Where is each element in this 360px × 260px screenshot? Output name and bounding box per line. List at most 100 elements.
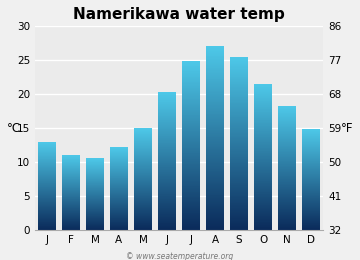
Bar bbox=[206, 192, 224, 193]
Bar bbox=[255, 198, 272, 199]
Bar bbox=[183, 69, 200, 70]
Bar bbox=[206, 216, 224, 217]
Bar bbox=[206, 211, 224, 212]
Bar bbox=[62, 178, 80, 179]
Bar bbox=[183, 73, 200, 74]
Bar bbox=[302, 146, 320, 147]
Bar bbox=[183, 147, 200, 148]
Bar bbox=[183, 115, 200, 116]
Bar bbox=[62, 214, 80, 215]
Bar bbox=[110, 150, 127, 151]
Bar bbox=[158, 179, 176, 180]
Bar bbox=[279, 178, 296, 179]
Bar bbox=[62, 171, 80, 172]
Bar bbox=[86, 179, 104, 180]
Bar bbox=[206, 107, 224, 108]
Bar bbox=[302, 183, 320, 184]
Bar bbox=[255, 210, 272, 211]
Bar bbox=[86, 196, 104, 197]
Bar bbox=[255, 180, 272, 181]
Bar bbox=[206, 49, 224, 50]
Bar bbox=[86, 165, 104, 166]
Bar bbox=[134, 225, 152, 226]
Bar bbox=[279, 225, 296, 226]
Bar bbox=[86, 171, 104, 172]
Bar bbox=[158, 125, 176, 126]
Bar bbox=[230, 59, 248, 60]
Bar bbox=[158, 156, 176, 157]
Bar bbox=[206, 135, 224, 136]
Bar bbox=[279, 194, 296, 195]
Bar bbox=[255, 220, 272, 221]
Bar bbox=[62, 164, 80, 165]
Bar bbox=[206, 190, 224, 191]
Bar bbox=[279, 110, 296, 111]
Bar bbox=[206, 59, 224, 60]
Bar bbox=[255, 192, 272, 193]
Bar bbox=[302, 227, 320, 228]
Bar bbox=[38, 224, 55, 225]
Bar bbox=[158, 112, 176, 113]
Bar bbox=[279, 171, 296, 172]
Bar bbox=[230, 88, 248, 89]
Bar bbox=[38, 149, 55, 150]
Bar bbox=[230, 151, 248, 152]
Bar bbox=[255, 86, 272, 87]
Bar bbox=[86, 216, 104, 217]
Bar bbox=[86, 170, 104, 171]
Bar bbox=[158, 197, 176, 198]
Bar bbox=[255, 174, 272, 175]
Bar bbox=[206, 61, 224, 62]
Bar bbox=[38, 174, 55, 175]
Bar bbox=[230, 83, 248, 85]
Bar bbox=[206, 214, 224, 215]
Bar bbox=[279, 144, 296, 145]
Bar bbox=[183, 163, 200, 164]
Bar bbox=[206, 159, 224, 160]
Bar bbox=[183, 135, 200, 136]
Bar bbox=[230, 197, 248, 198]
Bar bbox=[62, 196, 80, 197]
Bar bbox=[206, 221, 224, 222]
Bar bbox=[110, 208, 127, 209]
Bar bbox=[230, 193, 248, 194]
Bar bbox=[62, 168, 80, 169]
Bar bbox=[38, 171, 55, 172]
Bar bbox=[134, 172, 152, 173]
Bar bbox=[86, 175, 104, 176]
Bar bbox=[62, 212, 80, 213]
Bar bbox=[302, 150, 320, 151]
Bar bbox=[158, 111, 176, 112]
Bar bbox=[62, 218, 80, 219]
Bar bbox=[230, 113, 248, 114]
Bar bbox=[183, 210, 200, 211]
Bar bbox=[183, 190, 200, 191]
Bar bbox=[62, 165, 80, 166]
Bar bbox=[206, 219, 224, 220]
Bar bbox=[230, 222, 248, 223]
Bar bbox=[158, 132, 176, 133]
Bar bbox=[206, 81, 224, 82]
Bar bbox=[255, 164, 272, 165]
Bar bbox=[110, 224, 127, 225]
Bar bbox=[302, 142, 320, 143]
Bar bbox=[230, 202, 248, 203]
Bar bbox=[183, 165, 200, 166]
Bar bbox=[206, 114, 224, 115]
Bar bbox=[134, 153, 152, 154]
Bar bbox=[183, 187, 200, 188]
Bar bbox=[158, 134, 176, 135]
Bar bbox=[302, 138, 320, 139]
Bar bbox=[158, 182, 176, 183]
Bar bbox=[279, 186, 296, 187]
Bar bbox=[230, 195, 248, 196]
Bar bbox=[62, 157, 80, 158]
Bar bbox=[302, 173, 320, 174]
Bar bbox=[183, 75, 200, 76]
Bar bbox=[206, 63, 224, 64]
Bar bbox=[62, 223, 80, 224]
Bar bbox=[62, 179, 80, 180]
Bar bbox=[230, 85, 248, 86]
Bar bbox=[206, 129, 224, 130]
Bar bbox=[206, 88, 224, 89]
